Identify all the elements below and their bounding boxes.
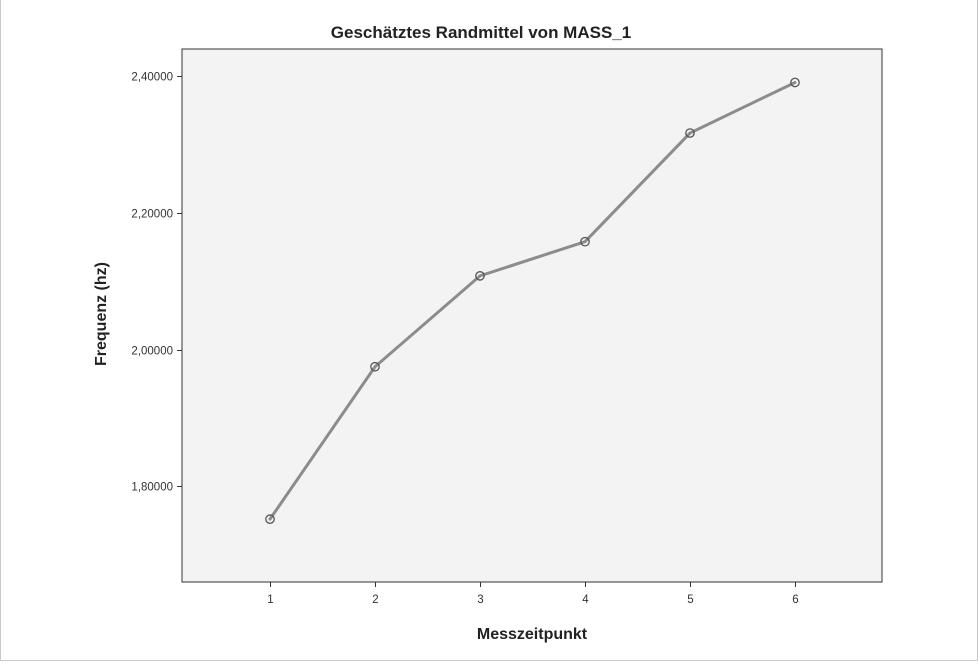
x-tick-label: 2 xyxy=(372,594,378,606)
y-tick-label: 2,40000 xyxy=(131,72,173,84)
plot-area xyxy=(182,49,882,582)
x-tick-label: 6 xyxy=(792,594,798,606)
y-tick-label: 2,00000 xyxy=(131,346,173,358)
x-axis: 1 2 3 4 5 6 xyxy=(267,582,798,606)
chart-title: Geschätztes Randmittel von MASS_1 xyxy=(331,23,631,42)
x-axis-title: Messzeitpunkt xyxy=(477,626,588,643)
y-tick-label: 2,20000 xyxy=(131,209,173,221)
y-axis: 1,80000 2,00000 2,20000 2,40000 xyxy=(131,72,182,494)
x-tick-label: 1 xyxy=(267,594,273,606)
x-tick-label: 3 xyxy=(477,594,483,606)
x-tick-label: 4 xyxy=(582,594,589,606)
y-axis-title: Frequenz (hz) xyxy=(93,262,110,366)
y-tick-label: 1,80000 xyxy=(131,482,173,494)
x-tick-label: 5 xyxy=(687,594,693,606)
